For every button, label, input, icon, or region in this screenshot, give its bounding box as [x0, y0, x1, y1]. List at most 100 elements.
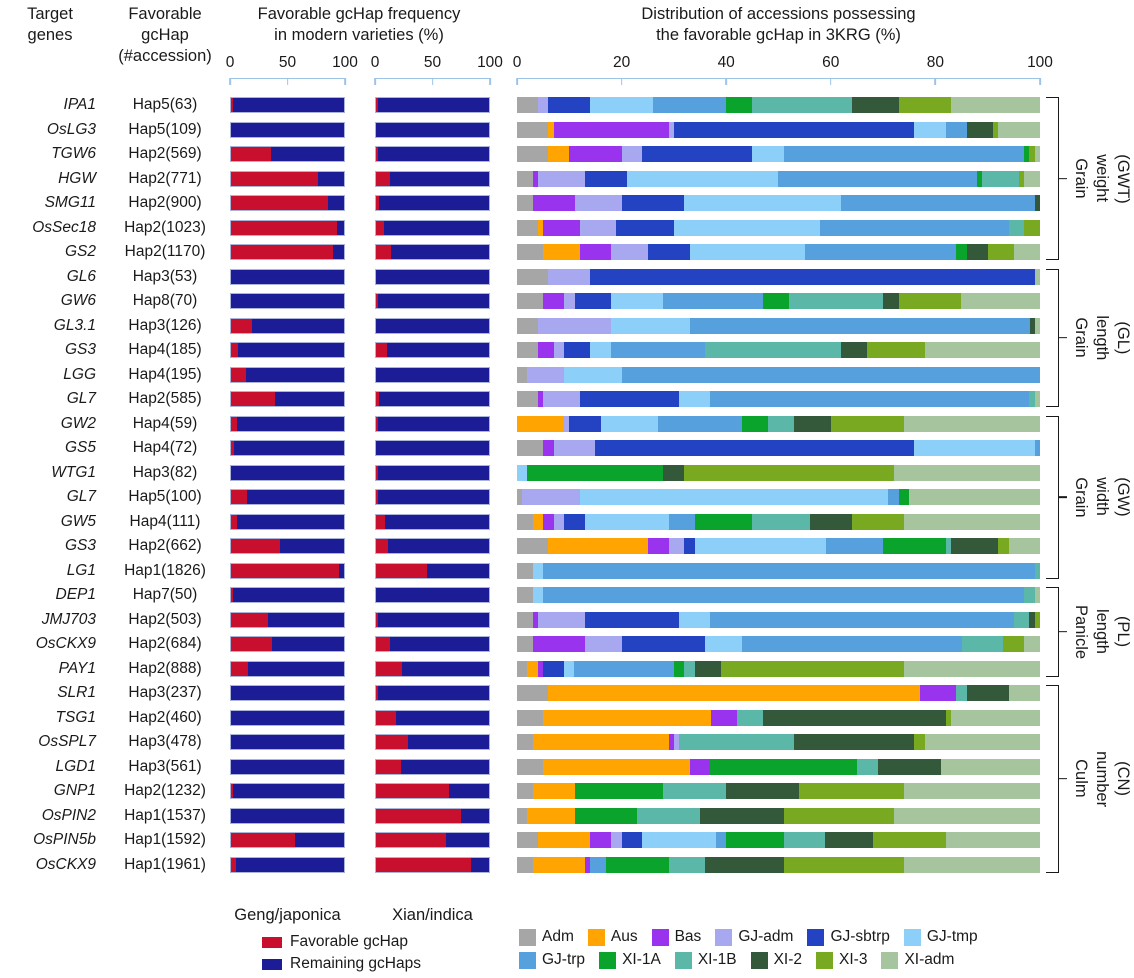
segment-GJ-tmp [611, 293, 664, 309]
distribution-bar [517, 709, 1040, 726]
remaining-segment [233, 784, 344, 798]
favorable-segment [376, 784, 450, 798]
favorable-segment [376, 294, 379, 308]
segment-XI-3 [799, 783, 904, 799]
table-row: OsLG3 Hap5(109) [0, 121, 1134, 138]
segment-XI-1A [605, 856, 669, 873]
distribution-bar [517, 146, 1040, 162]
axis-xian: 0 50 100 [371, 54, 503, 88]
favorable-segment [231, 147, 271, 161]
segment-GJ-sbtrp [647, 244, 690, 260]
legend-swatch [674, 951, 692, 969]
table-row: PAY1 Hap2(888) [0, 660, 1134, 677]
xian-frequency-bar [375, 636, 490, 652]
legend-label: XI-adm [904, 951, 955, 968]
table-row: GL3.1 Hap3(126) [0, 317, 1134, 334]
segment-Aus [548, 121, 554, 138]
xian-frequency-bar [375, 685, 490, 701]
favorable-segment [231, 367, 246, 382]
xian-frequency-bar [375, 195, 490, 211]
legend-item-GJ-sbtrp: GJ-sbtrp [807, 928, 890, 946]
hap-label: Hap3(82) [132, 463, 198, 481]
segment-Adm [517, 660, 528, 677]
table-row: GS2 Hap2(1170) [0, 244, 1134, 260]
segment-XI-2 [726, 783, 800, 799]
geng-frequency-bar [230, 391, 345, 407]
segment-Adm [517, 293, 544, 309]
remaining-segment [231, 294, 344, 308]
gene-label: GW6 [60, 292, 96, 309]
segment-XI-1A [1024, 146, 1030, 162]
favorable-segment [376, 147, 379, 161]
segment-Bas [532, 611, 538, 628]
segment-XI-3 [1024, 219, 1040, 236]
legend-item-GJ-tmp: GJ-tmp [903, 928, 978, 946]
segment-XI-adm [1034, 268, 1040, 285]
column-header-target-genes: Target genes [27, 5, 73, 44]
hap-label: Hap2(585) [128, 390, 202, 407]
remaining-segment [378, 294, 489, 308]
segment-XI-1B [956, 685, 967, 701]
segment-GJ-sbtrp [642, 146, 753, 162]
xian-frequency-bar [375, 464, 490, 481]
segment-XI-1B [1034, 562, 1040, 579]
segment-GJ-trp [825, 538, 884, 554]
segment-Adm [517, 195, 533, 211]
geng-frequency-bar [230, 807, 345, 824]
segment-GJ-adm [621, 146, 643, 162]
segment-GJ-trp [543, 587, 1025, 603]
favorable-segment [231, 196, 329, 210]
segment-GJ-adm [564, 293, 575, 309]
geng-frequency-bar [230, 562, 345, 579]
segment-GJ-sbtrp [621, 195, 685, 211]
gene-label: GW5 [60, 512, 96, 530]
gene-label: LGD1 [55, 757, 97, 775]
legend-swatch [807, 928, 825, 946]
segment-GJ-adm [553, 342, 565, 358]
segment-XI-3 [945, 709, 952, 726]
segment-GJ-tmp [679, 611, 711, 628]
favorable-segment [376, 637, 390, 651]
segment-XI-3 [998, 538, 1009, 554]
segment-XI-3 [783, 807, 894, 824]
segment-GJ-adm [668, 121, 674, 138]
segment-XI-3 [898, 97, 952, 113]
gene-label: JMJ703 [41, 610, 96, 628]
segment-XI-1B [668, 856, 706, 873]
segment-XI-1B [945, 538, 952, 554]
geng-frequency-bar [230, 464, 345, 481]
segment-GJ-sbtrp [543, 660, 565, 677]
favorable-segment [231, 612, 269, 627]
legend-item-XI-3: XI-3 [816, 951, 867, 969]
legend-item-GJ-adm: GJ-adm [715, 928, 793, 946]
segment-Aus [543, 758, 690, 775]
hap-label: Hap2(569) [128, 145, 202, 162]
segment-GJ-adm [564, 415, 570, 432]
segment-XI-1B [856, 758, 878, 775]
table-row: OsCKX9 Hap1(1961) [0, 856, 1134, 873]
segment-Aus [532, 734, 669, 750]
xian-frequency-bar [375, 366, 490, 383]
segment-Bas [553, 121, 669, 138]
segment-Bas [647, 538, 669, 554]
segment-XI-2 [966, 685, 1009, 701]
distribution-bar [517, 415, 1040, 432]
geng-frequency-bar [230, 783, 345, 799]
legend-swatch [715, 928, 733, 946]
segment-XI-adm [1008, 538, 1040, 554]
gene-label: GNP1 [53, 782, 96, 799]
table-row: WTG1 Hap3(82) [0, 463, 1134, 481]
segment-Adm [517, 489, 523, 505]
segment-Aus [537, 219, 544, 236]
legend-swatch [519, 928, 536, 946]
favorable-segment [231, 441, 235, 455]
table-row: DEP1 Hap7(50) [0, 587, 1134, 603]
segment-GJ-adm [548, 268, 591, 285]
segment-XI-1A [673, 660, 685, 677]
distribution-bar [517, 587, 1040, 603]
group-bracket [1046, 685, 1059, 873]
segment-XI-1B [663, 783, 727, 799]
segment-GJ-tmp [590, 97, 653, 113]
segment-GJ-sbtrp [590, 268, 1035, 285]
segment-Adm [517, 856, 533, 873]
